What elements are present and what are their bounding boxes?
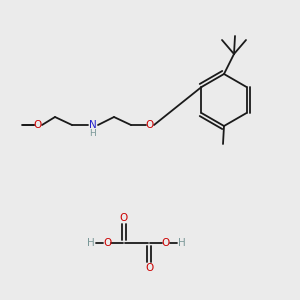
Text: H: H bbox=[87, 238, 95, 248]
Text: O: O bbox=[103, 238, 111, 248]
Text: O: O bbox=[162, 238, 170, 248]
Text: O: O bbox=[146, 120, 154, 130]
Text: O: O bbox=[145, 263, 153, 273]
Text: N: N bbox=[89, 120, 97, 130]
Text: O: O bbox=[120, 213, 128, 223]
Text: O: O bbox=[34, 120, 42, 130]
Text: H: H bbox=[178, 238, 186, 248]
Text: H: H bbox=[90, 130, 96, 139]
